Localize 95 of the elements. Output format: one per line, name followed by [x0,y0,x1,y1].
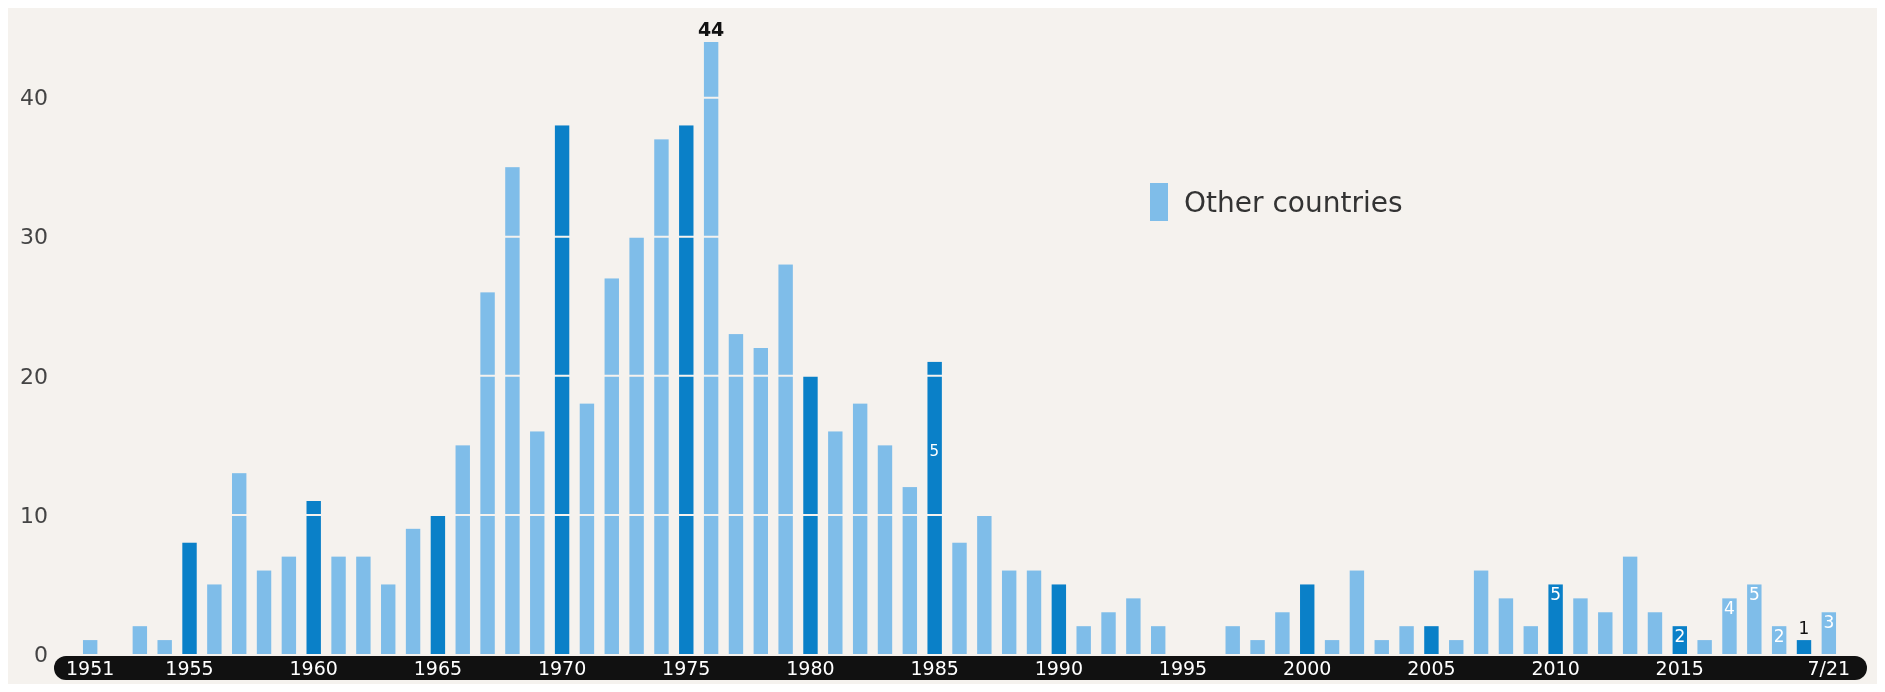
y-tick-label: 0 [34,641,48,667]
bar [1275,612,1290,654]
bar [430,514,446,654]
bar [629,236,644,654]
bar [306,501,321,654]
bar [679,125,694,654]
bar [256,570,272,654]
bar [381,584,396,654]
bar [530,431,545,654]
x-tick-label: 7/21 [1807,656,1851,679]
x-tick-label: 1985 [910,656,959,679]
data-label: 2 [1773,626,1785,647]
bar [505,167,520,654]
bar [852,403,868,654]
data-label: 3 [1823,612,1835,633]
bar [828,431,843,654]
bar [1598,612,1613,654]
y-tick-label: 10 [20,502,48,528]
bar [1300,584,1315,654]
bar [1424,626,1439,654]
bar [877,445,893,654]
x-tick-label: 1965 [413,656,463,679]
bar [778,264,793,654]
bar [579,403,595,654]
bar [1349,570,1365,654]
bar [207,584,222,654]
bar [1647,612,1663,654]
x-tick-label: 2015 [1655,656,1704,679]
bar [1523,626,1538,654]
bar [1026,570,1042,654]
bar [927,361,942,654]
bar [1548,584,1563,654]
bar [455,445,470,654]
bar [952,542,967,654]
bar [480,292,495,654]
y-tick-label: 30 [20,224,48,250]
bar [604,278,619,654]
annotation: 5 [929,442,940,461]
bar [132,626,148,654]
bar [356,556,371,654]
data-label: 5 [1748,584,1760,605]
legend-label: Other countries [1184,185,1403,219]
bar [728,334,744,654]
data-label: 4 [1724,598,1735,619]
x-tick-label: 1975 [662,656,711,679]
bar [902,487,918,654]
bar [1001,570,1017,654]
bar [1747,584,1762,654]
bar [1324,640,1340,654]
bar [331,556,346,654]
bar [1622,556,1638,654]
x-tick-label: 1980 [786,656,835,679]
bar [703,42,719,654]
bar [977,514,992,654]
bar [753,348,768,654]
bar [182,542,197,654]
bar [157,640,172,654]
bar [554,125,570,654]
bar [281,556,297,654]
x-tick-label: 2005 [1407,656,1456,679]
x-tick-label: 1970 [537,656,587,679]
x-tick-label: 1995 [1158,656,1208,679]
bar [1250,640,1265,654]
bar [1498,598,1514,654]
data-label: 44 [697,18,725,40]
bar [1573,598,1588,654]
bar [1697,640,1712,654]
bar [1374,640,1389,654]
x-tick-label: 1955 [165,656,214,679]
bar [1449,640,1464,654]
x-tick-label: 1990 [1034,656,1084,679]
x-tick-label: 1951 [65,656,115,679]
data-label: 2 [1674,626,1686,647]
bar [1473,570,1489,654]
x-tick-label: 2000 [1283,656,1332,679]
y-tick-label: 20 [20,363,48,389]
y-tick-label: 40 [20,85,48,111]
bar [654,139,669,654]
bar [1101,612,1116,654]
bar [803,375,818,654]
bar [1051,584,1067,654]
bar [232,473,247,654]
bar [1076,626,1091,654]
bar [405,528,421,654]
bar [1225,626,1240,654]
bar [1399,626,1414,654]
bar [1151,626,1166,654]
bar [1796,640,1812,654]
x-tick-label: 1960 [289,656,338,679]
bar [82,640,98,654]
data-label: 1 [1798,618,1810,639]
bar [1126,598,1141,654]
x-tick-label: 2010 [1531,656,1580,679]
data-label: 5 [1550,584,1562,605]
bar [1722,598,1737,654]
